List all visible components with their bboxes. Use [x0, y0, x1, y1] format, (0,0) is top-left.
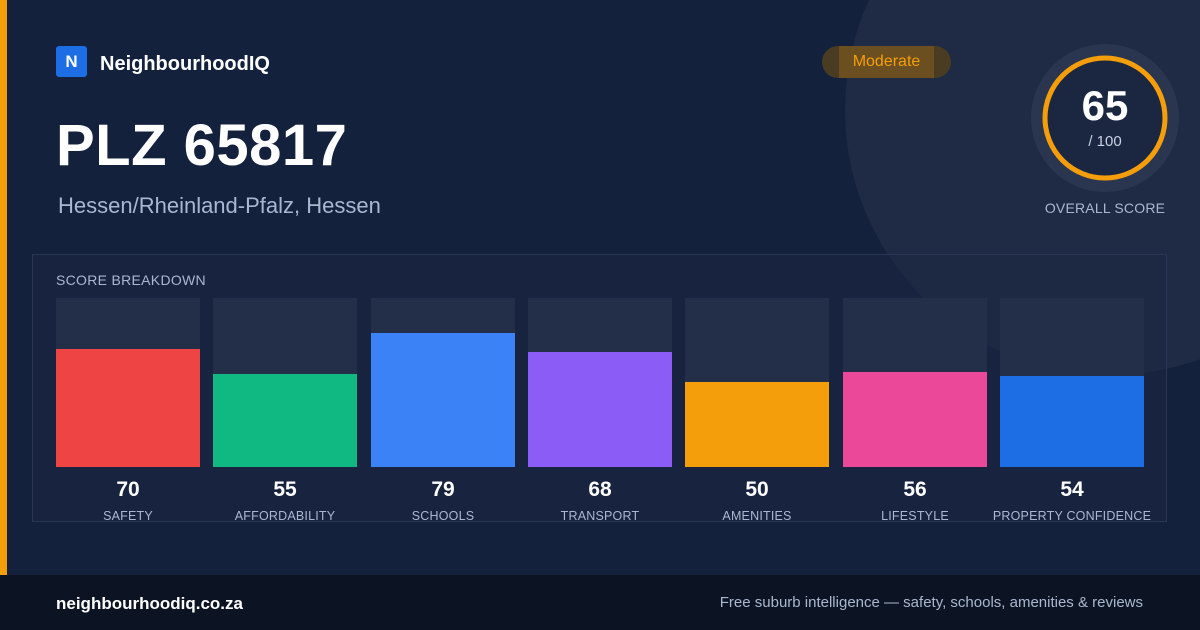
score-breakdown-panel: SCORE BREAKDOWN 70 SAFETY 55 AFFORDABILITY 7…	[32, 254, 1167, 523]
score-bar-value: 79	[431, 478, 455, 501]
score-bar-track	[213, 298, 357, 467]
score-ring-graphic	[1031, 44, 1179, 192]
score-bar-amenities: 50 AMENITIES	[685, 298, 829, 523]
score-bar-safety: 70 SAFETY	[56, 298, 200, 523]
score-bar-track	[56, 298, 200, 467]
level-badge: Moderate	[822, 46, 951, 78]
score-bar-label: PROPERTY CONFIDENCE	[992, 509, 1152, 523]
score-bar-value: 55	[273, 478, 297, 501]
score-bar-label: AMENITIES	[722, 509, 792, 523]
score-bar-transport: 68 TRANSPORT	[528, 298, 672, 523]
score-bar-track	[685, 298, 829, 467]
page-title: PLZ 65817	[56, 113, 348, 178]
overall-score-caption: OVERALL SCORE	[1044, 200, 1166, 216]
score-bar-track	[528, 298, 672, 467]
overall-score-ring: 65 / 100	[1029, 42, 1181, 194]
score-bar-value: 68	[588, 478, 612, 501]
score-bar-fill	[843, 372, 987, 467]
score-bar-fill	[56, 349, 200, 467]
overall-score-value: 65	[1081, 82, 1129, 129]
overall-score-max: / 100	[1088, 133, 1122, 150]
score-bar-value: 54	[1060, 478, 1084, 501]
score-bar-value: 50	[745, 478, 769, 501]
score-bar-track	[371, 298, 515, 467]
score-bar-fill	[371, 333, 515, 467]
brand-logo-icon: N	[56, 46, 87, 77]
score-bar-fill	[213, 374, 357, 467]
score-bar-schools: 79 SCHOOLS	[371, 298, 515, 523]
footer: neighbourhoodiq.co.za Free suburb intell…	[0, 575, 1200, 630]
score-bar-fill	[1000, 376, 1144, 467]
score-ring-track	[1042, 55, 1168, 181]
score-bar-affordability: 55 AFFORDABILITY	[213, 298, 357, 523]
score-bar-value: 70	[116, 478, 140, 501]
score-bar-label: SAFETY	[103, 509, 153, 523]
score-bar-label: AFFORDABILITY	[234, 509, 336, 523]
score-bar-label: SCHOOLS	[411, 509, 475, 523]
footer-domain-link[interactable]: neighbourhoodiq.co.za	[56, 594, 243, 613]
score-bars: 70 SAFETY 55 AFFORDABILITY 79 SCHOOLS 68 TRANSP…	[33, 255, 1166, 523]
score-breakdown-title: SCORE BREAKDOWN	[56, 272, 206, 288]
page-subtitle: Hessen/Rheinland-Pfalz, Hessen	[58, 193, 381, 218]
share-card: N NeighbourhoodIQ Moderate PLZ 65817 Hes…	[0, 0, 1200, 575]
score-bar-fill	[685, 382, 829, 467]
score-bar-value: 56	[903, 478, 927, 501]
score-bar-label: LIFESTYLE	[881, 509, 949, 523]
score-bar-fill	[528, 352, 672, 467]
score-bar-lifestyle: 56 LIFESTYLE	[843, 298, 987, 523]
accent-bar	[0, 0, 7, 575]
score-bar-property-confidence: 54 PROPERTY CONFIDENCE	[993, 298, 1151, 523]
score-bar-track	[1000, 298, 1144, 467]
footer-tagline: Free suburb intelligence — safety, schoo…	[719, 594, 1143, 611]
level-badge-label: Moderate	[838, 46, 935, 78]
score-bar-label: TRANSPORT	[560, 509, 640, 523]
brand-name: NeighbourhoodIQ	[100, 53, 270, 75]
score-bar-track	[843, 298, 987, 467]
brand[interactable]: N NeighbourhoodIQ	[56, 46, 270, 77]
